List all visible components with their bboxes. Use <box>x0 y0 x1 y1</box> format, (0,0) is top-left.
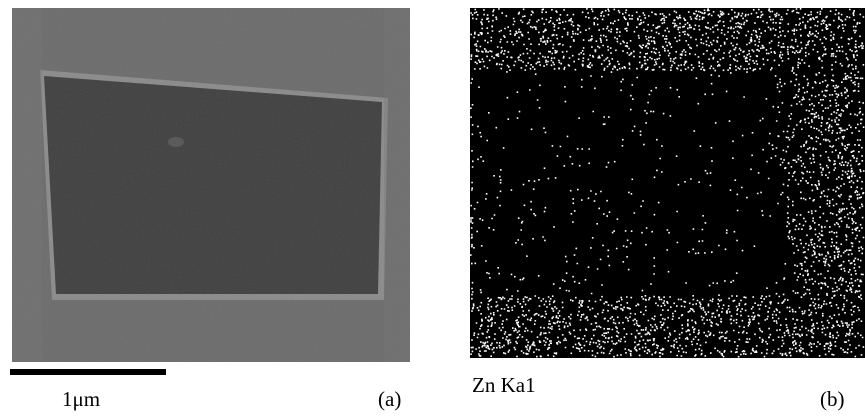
sem-image <box>12 8 410 362</box>
sem-left-band <box>12 8 42 362</box>
scale-bar <box>10 369 166 375</box>
map-caption: Zn Ka1 <box>472 373 536 397</box>
figure: 1μm (a) Zn Ka1 (b) <box>0 0 865 415</box>
eds-map <box>470 8 865 358</box>
sem-noise <box>12 8 410 362</box>
panel-label: (b) <box>820 387 845 411</box>
scale-label: 1μm <box>62 387 100 411</box>
eds-background <box>470 8 865 358</box>
panel-label: (a) <box>378 387 401 411</box>
sem-right-band <box>384 8 410 362</box>
